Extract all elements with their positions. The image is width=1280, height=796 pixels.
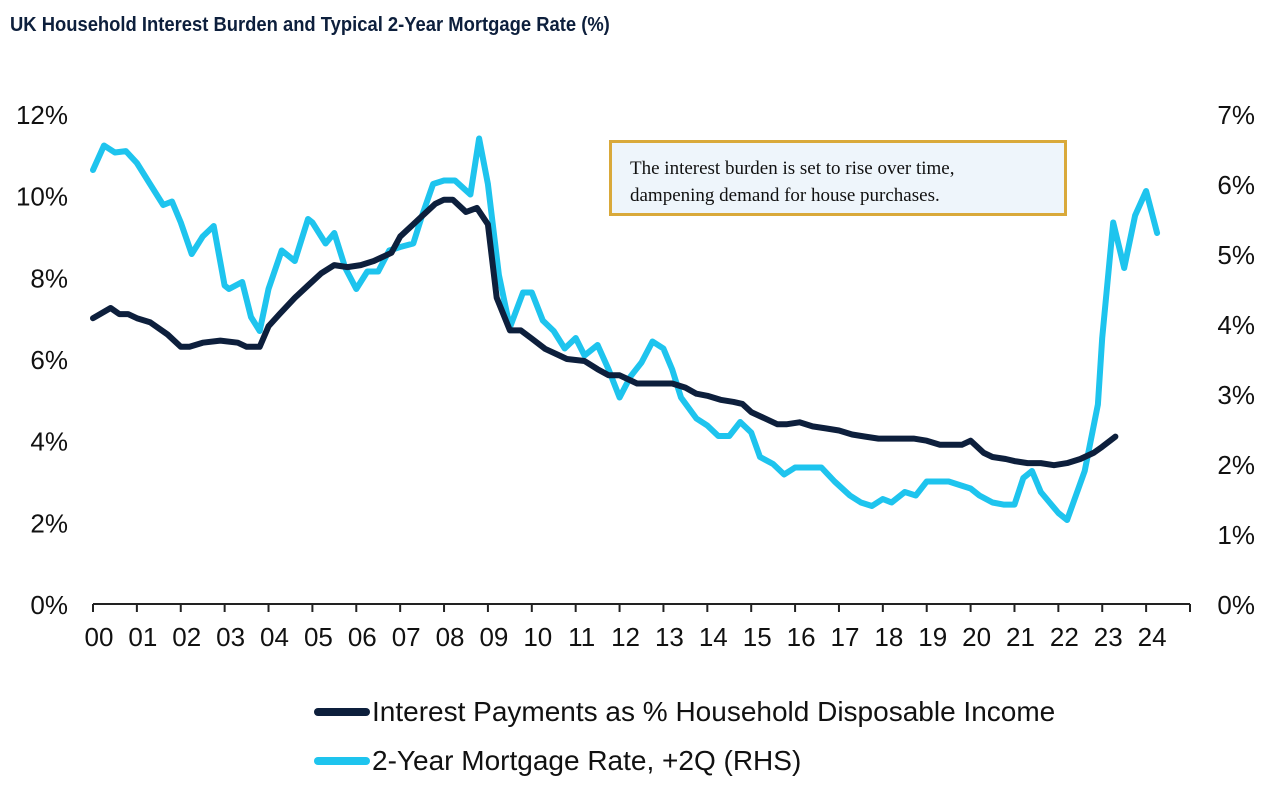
x-tick-label: 10: [523, 622, 552, 652]
legend-swatch-mortgage-rate: [314, 757, 370, 765]
x-tick-label: 12: [611, 622, 640, 652]
series-line-interest-payments: [90, 196, 1119, 469]
series-line-mortgage-rate: [90, 135, 1161, 523]
y-right-tick-label: 4%: [1217, 310, 1255, 340]
annotation-line-2: dampening demand for house purchases.: [630, 185, 940, 206]
y-left-tick-label: 10%: [16, 182, 68, 212]
y-left-tick-label: 0%: [30, 590, 68, 620]
x-tick-label: 07: [392, 622, 421, 652]
chart-title: UK Household Interest Burden and Typical…: [10, 14, 610, 36]
series-lines: [90, 135, 1161, 523]
x-tick-label: 22: [1050, 622, 1079, 652]
x-tick-label: 17: [830, 622, 859, 652]
x-tick-label: 06: [348, 622, 377, 652]
legend-label-mortgage-rate: 2-Year Mortgage Rate, +2Q (RHS): [372, 745, 802, 776]
y-right-tick-label: 2%: [1217, 450, 1255, 480]
annotation-box: The interest burden is set to rise over …: [609, 140, 1067, 216]
x-tick-label: 23: [1094, 622, 1123, 652]
x-tick-label: 14: [699, 622, 728, 652]
x-tick-label: 02: [172, 622, 201, 652]
y-right-tick-label: 3%: [1217, 380, 1255, 410]
x-tick-label: 00: [85, 622, 114, 652]
legend-swatch-interest-payments: [314, 708, 370, 716]
x-tick-label: 24: [1138, 622, 1167, 652]
x-tick-label: 20: [962, 622, 991, 652]
y-right-tick-label: 0%: [1217, 590, 1255, 620]
x-tick-label: 16: [787, 622, 816, 652]
x-tick-label: 19: [918, 622, 947, 652]
y-right-tick-label: 6%: [1217, 170, 1255, 200]
y-left-tick-label: 4%: [30, 427, 68, 457]
y-left-tick-label: 6%: [30, 345, 68, 375]
x-tick-label: 04: [260, 622, 289, 652]
x-tick-label: 15: [743, 622, 772, 652]
x-tick-label: 11: [568, 622, 595, 652]
y-right-tick-label: 1%: [1217, 520, 1255, 550]
axes: 00 01 02 03 04 05 06 07 08 09 10 11 12 13 14 15 16 17 18 19…: [16, 100, 1255, 652]
x-tick-label: 13: [655, 622, 684, 652]
legend-label-interest-payments: Interest Payments as % Household Disposa…: [372, 696, 1056, 727]
x-tick-label: 21: [1006, 622, 1035, 652]
x-tick-label: 09: [479, 622, 508, 652]
y-left-tick-label: 12%: [16, 100, 68, 130]
y-left-tick-label: 8%: [30, 263, 68, 293]
annotation-line-1: The interest burden is set to rise over …: [630, 158, 955, 179]
x-tick-label: 03: [216, 622, 245, 652]
legend-item-mortgage-rate: 2-Year Mortgage Rate, +2Q (RHS): [314, 741, 801, 781]
x-tick-label: 05: [304, 622, 333, 652]
y-left-tick-label: 2%: [30, 508, 68, 538]
y-right-tick-label: 7%: [1217, 100, 1255, 130]
x-tick-label: 08: [436, 622, 465, 652]
legend-item-interest-payments: Interest Payments as % Household Disposa…: [314, 692, 1055, 732]
y-right-tick-label: 5%: [1217, 240, 1255, 270]
x-tick-label: 01: [128, 622, 157, 652]
x-tick-label: 18: [874, 622, 903, 652]
